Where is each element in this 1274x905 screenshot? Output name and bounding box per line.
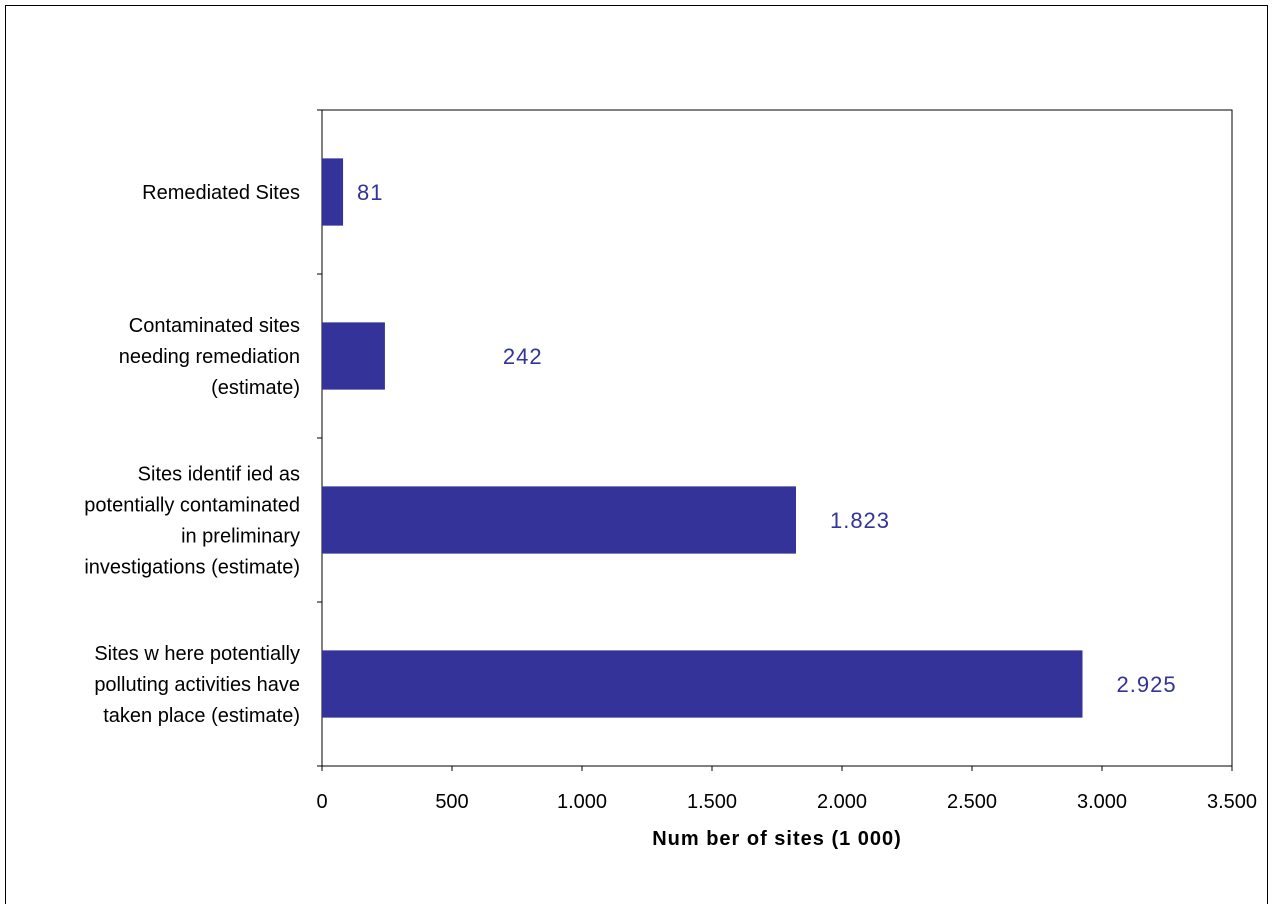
x-axis-ticks bbox=[321, 766, 1233, 771]
x-tick-label: 500 bbox=[435, 791, 468, 813]
x-tick-label: 2.000 bbox=[817, 791, 867, 813]
data-label: 81 bbox=[357, 180, 383, 205]
category-label: Remediated Sites bbox=[142, 182, 300, 204]
x-tick-label: 2.500 bbox=[947, 791, 997, 813]
data-label: 1.823 bbox=[830, 508, 890, 533]
x-tick-label: 3.500 bbox=[1207, 791, 1257, 813]
x-tick-label: 1.500 bbox=[687, 791, 737, 813]
bars-group bbox=[322, 158, 1083, 718]
bar bbox=[322, 650, 1083, 718]
x-axis-title: Num ber of sites (1 000) bbox=[652, 828, 902, 850]
category-label: Sites w here potentially polluting activi… bbox=[94, 643, 300, 727]
data-labels: 81 242 1.823 2.925 bbox=[357, 180, 1177, 697]
category-labels: Remediated Sites Contaminated sites needin… bbox=[84, 182, 300, 727]
data-label: 2.925 bbox=[1117, 672, 1177, 697]
x-tick-label: 1.000 bbox=[557, 791, 607, 813]
category-label: Contaminated sites needing remediation (es… bbox=[119, 315, 300, 399]
bar bbox=[322, 158, 344, 226]
data-label: 242 bbox=[503, 344, 543, 369]
bar bbox=[322, 322, 385, 390]
category-label: Sites identif ied as potentially contamin… bbox=[84, 464, 300, 579]
bar bbox=[322, 486, 796, 554]
x-tick-label: 3.000 bbox=[1077, 791, 1127, 813]
chart-frame bbox=[5, 5, 1268, 904]
x-tick-labels: 0 500 1.000 1.500 2.000 2.500 3.000 3.500 bbox=[316, 791, 1257, 813]
y-axis-ticks bbox=[317, 109, 322, 767]
x-tick-label: 0 bbox=[316, 791, 327, 813]
